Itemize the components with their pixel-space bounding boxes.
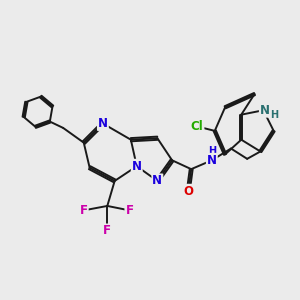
- Text: Cl: Cl: [191, 120, 203, 133]
- Text: H: H: [208, 146, 216, 156]
- Text: N: N: [260, 104, 270, 117]
- Text: O: O: [183, 185, 193, 198]
- Text: F: F: [103, 224, 111, 238]
- Text: F: F: [125, 204, 134, 217]
- Text: H: H: [271, 110, 279, 120]
- Text: N: N: [207, 154, 217, 167]
- Text: N: N: [152, 174, 162, 188]
- Text: F: F: [80, 204, 88, 217]
- Text: N: N: [132, 160, 142, 173]
- Text: N: N: [98, 117, 108, 130]
